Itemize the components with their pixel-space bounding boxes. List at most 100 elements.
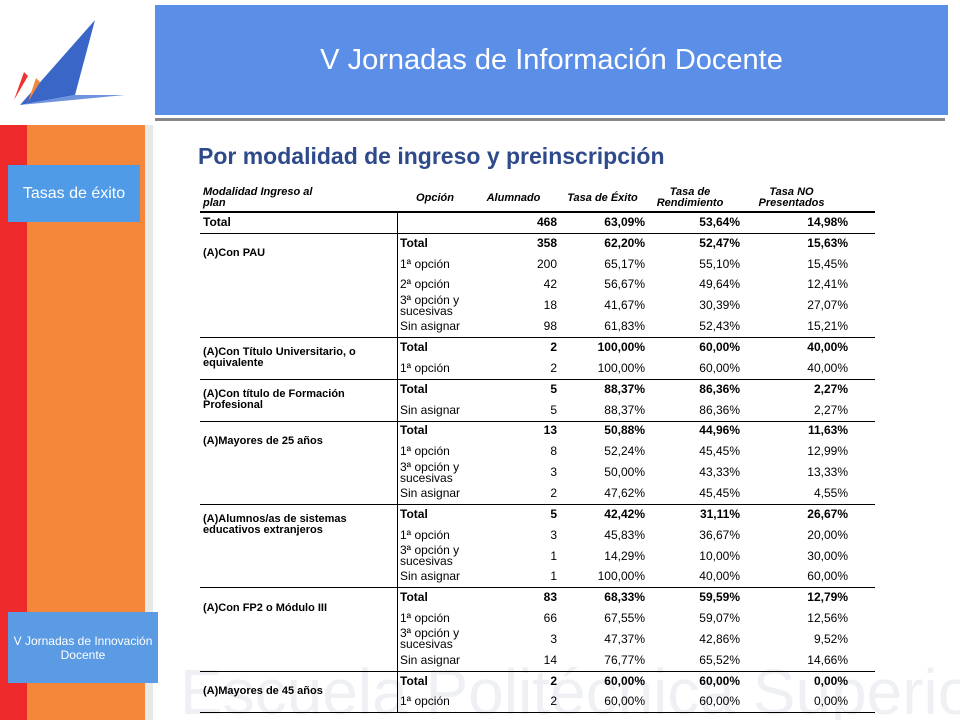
table-cell: Total (400, 381, 428, 396)
table-cell: 2,27% (813, 381, 848, 396)
table-cell: 18 (543, 298, 557, 313)
table-cell: 52,24% (604, 444, 645, 459)
column-header: Tasa de Rendimiento (656, 186, 724, 209)
table-cell: 40,00% (807, 340, 848, 355)
table-cell: 60,00% (699, 673, 740, 688)
table-cell: 53,64% (699, 214, 740, 229)
rule (200, 211, 875, 213)
table-cell: 3ª opción y sucesivas (400, 459, 460, 485)
table-cell: 12,79% (807, 590, 848, 605)
table-cell: Total (400, 590, 428, 605)
table-cell: 62,20% (604, 235, 645, 250)
table-cell: 15,45% (807, 256, 848, 271)
table-cell: 200 (536, 256, 557, 271)
table-cell: 50,88% (604, 423, 645, 438)
table-cell: 100,00% (597, 569, 645, 584)
subtitle: Por modalidad de ingreso y preinscripció… (198, 143, 665, 169)
table-cell: 1 (550, 569, 557, 584)
table-cell: 27,07% (807, 298, 848, 313)
table-cell: 68,33% (604, 590, 645, 605)
table-cell: 45,45% (699, 444, 740, 459)
table-cell: 52,47% (699, 235, 740, 250)
table-cell: 2 (550, 485, 557, 500)
table-cell: 1ª opción (400, 256, 450, 271)
rule (200, 420, 875, 422)
table-cell: 100,00% (597, 360, 645, 375)
table-cell: 13 (543, 423, 557, 438)
table-cell: 49,64% (699, 277, 740, 292)
group-label: (A)Con FP2 o Módulo III (203, 601, 328, 614)
table-cell: 66 (543, 611, 557, 626)
table-cell: Total (203, 214, 231, 229)
table-cell: Total (400, 506, 428, 521)
table-cell: 1ª opción (400, 444, 450, 459)
header-title: V Jornadas de Información Docente (155, 5, 948, 115)
table-cell: Sin asignar (400, 319, 461, 334)
column-header: Tasa de Éxito (567, 191, 638, 204)
table-cell: Sin asignar (400, 402, 461, 417)
table-cell: 60,00% (699, 340, 740, 355)
table-cell: 3ª opción y sucesivas (400, 292, 460, 318)
table-cell: 5 (550, 506, 557, 521)
table-cell: Total (400, 340, 428, 355)
table-cell: 15,63% (807, 235, 848, 250)
column-rule (397, 212, 398, 712)
table-cell: 2 (550, 673, 557, 688)
table-cell: 67,55% (604, 611, 645, 626)
logo-mark (28, 78, 40, 102)
event-box: V Jornadas de Innovación Docente (8, 612, 158, 683)
table-cell: 30,39% (699, 298, 740, 313)
table-cell: 14,98% (807, 214, 848, 229)
table-cell: 60,00% (699, 360, 740, 375)
column-header: Tasa NO Presentados (758, 186, 825, 209)
group-label: (A)Mayores de 45 años (203, 685, 323, 698)
column-header: Alumnado (486, 191, 541, 204)
column-header: Modalidad Ingreso al plan (203, 186, 313, 209)
table-cell: 59,59% (699, 590, 740, 605)
rule (200, 587, 875, 589)
logo-mark (14, 72, 28, 100)
table-cell: 52,43% (699, 319, 740, 334)
table-cell: 86,36% (699, 402, 740, 417)
table-cell: 468 (536, 214, 557, 229)
group-label: (A)Mayores de 25 años (203, 434, 323, 447)
table-cell: 12,56% (807, 611, 848, 626)
table-cell: 45,45% (699, 485, 740, 500)
group-label: (A)Con Título Universitario, o equivalen… (203, 345, 356, 369)
table-cell: 83 (543, 590, 557, 605)
table-cell: 76,77% (604, 652, 645, 667)
table-cell: 0,00% (813, 673, 848, 688)
rule (200, 712, 875, 714)
rule (200, 670, 875, 672)
table-cell: Total (400, 235, 428, 250)
table-cell: 36,67% (699, 527, 740, 542)
table-cell: 44,96% (699, 423, 740, 438)
table-cell: 13,33% (807, 465, 848, 480)
table-cell: 65,52% (699, 652, 740, 667)
table-cell: 86,36% (699, 381, 740, 396)
table-cell: 2ª opción (400, 277, 450, 292)
table-cell: Sin asignar (400, 652, 461, 667)
logo-base (20, 95, 125, 105)
table-cell: 5 (550, 402, 557, 417)
table-cell: 60,00% (604, 694, 645, 709)
table-cell: 11,63% (807, 423, 848, 438)
table-cell: 1ª opción (400, 527, 450, 542)
table-cell: 43,33% (699, 465, 740, 480)
table-cell: 1ª opción (400, 360, 450, 375)
table-cell: 98 (543, 319, 557, 334)
table-cell: 2 (550, 694, 557, 709)
table-cell: 88,37% (604, 402, 645, 417)
group-label: (A)Con título de Formación Profesional (203, 387, 345, 411)
table-cell: 20,00% (807, 527, 848, 542)
table-cell: 60,00% (699, 694, 740, 709)
table-cell: 14 (543, 652, 557, 667)
table-cell: 12,41% (807, 277, 848, 292)
divider (145, 125, 153, 720)
table-cell: 42,86% (699, 631, 740, 646)
table-cell: Total (400, 673, 428, 688)
table-cell: 88,37% (604, 381, 645, 396)
table-cell: 55,10% (699, 256, 740, 271)
